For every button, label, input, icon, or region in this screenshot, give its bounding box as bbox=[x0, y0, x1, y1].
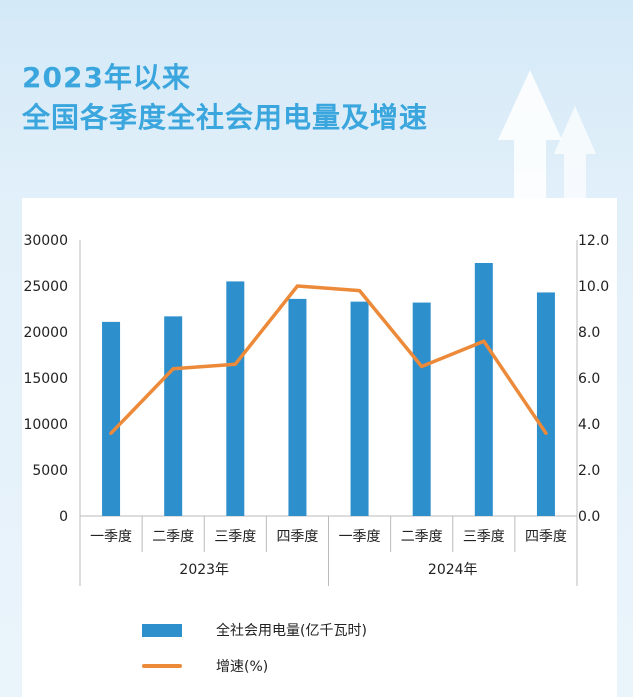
y-right-tick-label: 10.0 bbox=[578, 279, 609, 295]
legend-item-bar: 全社会用电量(亿千瓦时) bbox=[142, 616, 367, 644]
title-line-2: 全国各季度全社会用电量及增速 bbox=[22, 101, 429, 134]
growth-point bbox=[109, 431, 113, 435]
legend-label-bar: 全社会用电量(亿千瓦时) bbox=[216, 623, 367, 639]
y-left-tick-label: 30000 bbox=[23, 233, 68, 249]
axes bbox=[79, 240, 578, 586]
y-right-tick-label: 4.0 bbox=[578, 417, 600, 433]
y-right-tick-label: 8.0 bbox=[578, 325, 600, 341]
year-labels: 2023年 2024年 bbox=[179, 562, 477, 578]
category-label: 一季度 bbox=[90, 529, 132, 545]
category-label: 三季度 bbox=[214, 529, 256, 545]
bar bbox=[350, 301, 369, 516]
growth-point bbox=[420, 365, 424, 368]
bar bbox=[164, 316, 183, 516]
legend-swatch-bar bbox=[142, 623, 182, 637]
legend-swatch-line bbox=[142, 664, 182, 668]
y-right-tick-label: 12.0 bbox=[578, 233, 609, 249]
bar bbox=[474, 263, 493, 516]
y-right-tick-label: 2.0 bbox=[578, 463, 600, 479]
year-label: 2024年 bbox=[428, 562, 478, 578]
y-left-tick-label: 10000 bbox=[23, 417, 68, 433]
year-label: 2023年 bbox=[179, 562, 229, 578]
y-right-tick-label: 0.0 bbox=[578, 509, 600, 525]
growth-point bbox=[233, 362, 237, 366]
y-left-tick-label: 0 bbox=[59, 509, 68, 525]
category-label: 二季度 bbox=[152, 529, 194, 545]
legend: 全社会用电量(亿千瓦时) 增速(%) bbox=[142, 616, 367, 688]
chart-title: 2023年以来 全国各季度全社会用电量及增速 bbox=[22, 58, 428, 138]
growth-point bbox=[358, 289, 362, 293]
growth-line-path bbox=[109, 284, 548, 435]
category-label: 四季度 bbox=[276, 529, 318, 545]
bars bbox=[102, 263, 555, 516]
bar bbox=[288, 298, 307, 516]
title-line-1: 2023年以来 bbox=[22, 61, 191, 94]
y-left-tick-label: 25000 bbox=[23, 279, 68, 295]
bar bbox=[536, 292, 555, 516]
y-right-tick-label: 6.0 bbox=[578, 371, 600, 387]
growth-point bbox=[482, 339, 486, 343]
legend-label-line: 增速(%) bbox=[216, 659, 269, 675]
category-label: 一季度 bbox=[339, 529, 381, 545]
legend-item-line: 增速(%) bbox=[142, 652, 367, 680]
y-left-tick-label: 5000 bbox=[32, 463, 68, 479]
y-left-tick-label: 20000 bbox=[23, 325, 68, 341]
y-right-ticks: 0.0 2.0 4.0 6.0 8.0 10.0 12.0 bbox=[578, 233, 609, 525]
bar bbox=[412, 302, 431, 516]
growth-point bbox=[544, 431, 548, 435]
chart-card: 0 5000 10000 15000 20000 25000 30000 0.0 2.0 4.0… bbox=[22, 198, 617, 697]
category-label: 三季度 bbox=[463, 529, 505, 545]
arrow-up-icon bbox=[498, 70, 596, 200]
growth-point bbox=[295, 284, 299, 288]
y-left-tick-label: 15000 bbox=[23, 371, 68, 387]
y-left-ticks: 0 5000 10000 15000 20000 25000 30000 bbox=[23, 233, 68, 525]
growth-line bbox=[109, 284, 548, 435]
bar bbox=[102, 321, 121, 516]
category-label: 二季度 bbox=[401, 529, 443, 545]
category-labels: 一季度 二季度 三季度 四季度 一季度 二季度 三季度 四季度 bbox=[90, 529, 567, 545]
bar bbox=[226, 281, 245, 516]
chart-plot: 0 5000 10000 15000 20000 25000 30000 0.0 2.0 4.0… bbox=[23, 233, 609, 586]
growth-point bbox=[171, 367, 175, 371]
category-label: 四季度 bbox=[525, 529, 567, 545]
